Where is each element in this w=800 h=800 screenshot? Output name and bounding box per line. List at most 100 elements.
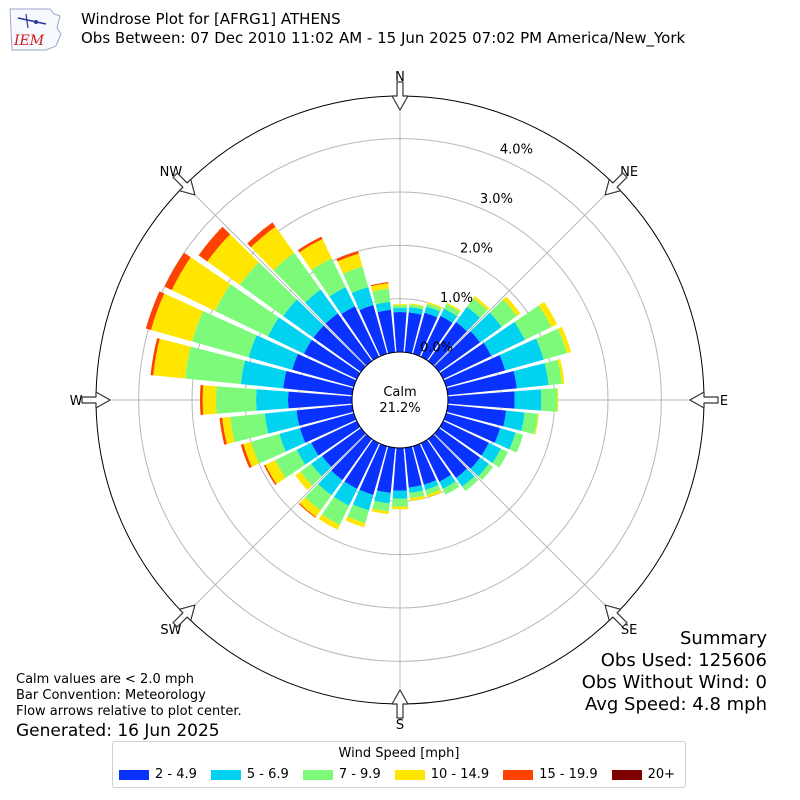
windrose-bar-segment <box>404 312 422 354</box>
windrose-bar-segment <box>557 359 565 384</box>
windrose-bar-segment <box>443 412 501 443</box>
windrose-bar-segment <box>408 485 424 493</box>
windrose-bar-segment <box>409 490 425 499</box>
windrose-bar-segment <box>439 474 456 489</box>
windrose-bar-segment <box>426 303 442 312</box>
svg-text:IEM: IEM <box>13 33 45 49</box>
windrose-bar-segment <box>318 470 343 496</box>
windrose-bar-segment <box>288 391 353 409</box>
generated-date: Generated: 16 Jun 2025 <box>16 721 220 741</box>
compass-label-w: W <box>70 394 83 409</box>
radial-tick-label: 1.0% <box>440 291 473 306</box>
calm-label: Calm <box>383 385 416 400</box>
windrose-bar-segment <box>446 302 462 312</box>
summary-obs-used: Obs Used: 125606 <box>600 650 767 671</box>
windrose-bar-segment <box>420 315 453 361</box>
windrose-bar-segment <box>434 428 481 469</box>
windrose-bar-segment <box>313 325 366 372</box>
radial-gridline <box>433 433 616 616</box>
ring-gridline <box>191 191 609 609</box>
windrose-bar-segment <box>521 412 538 435</box>
windrose-bar-segment <box>489 299 517 327</box>
windrose-bar-segment <box>426 489 442 498</box>
windrose-bar-segment <box>557 326 571 354</box>
windrose-bar-segment <box>443 303 461 317</box>
windrose-bar-segment <box>198 226 231 262</box>
legend-title: Wind Speed [mph] <box>338 746 460 761</box>
windrose-bar-segment <box>240 360 287 389</box>
legend-label: 10 - 14.9 <box>430 767 490 782</box>
windrose-bar-segment <box>443 355 506 388</box>
notes: Calm values are < 2.0 mph Bar Convention… <box>16 672 242 742</box>
windrose-bar-segment <box>428 434 468 478</box>
windrose-bar-segment <box>424 306 440 318</box>
windrose-bar-segment <box>371 508 389 515</box>
windrose-bar-segment <box>303 339 361 380</box>
legend: Wind Speed [mph] 2 - 4.9 5 - 6.9 7 - 9.9 10… <box>112 741 686 788</box>
flow-arrows-note: Flow arrows relative to plot center. <box>16 704 242 719</box>
windrose-bar-segment <box>214 284 279 337</box>
windrose-bar-segment <box>391 506 409 510</box>
windrose-bar-segment <box>222 416 235 445</box>
windrose-bar-segment <box>295 471 313 491</box>
windrose-bar-segment <box>473 296 490 311</box>
windrose-bar-segment <box>296 442 319 465</box>
windrose-bar-segment <box>412 443 437 485</box>
windrose-bar-segment <box>345 516 366 528</box>
windrose-bar-segment <box>470 457 489 477</box>
windrose-bar-segment <box>393 312 407 353</box>
windrose-bar-segment <box>408 307 424 315</box>
windrose-bar-segment <box>466 298 488 318</box>
windrose-bar-segment <box>273 252 321 303</box>
legend-item: 10 - 14.9 <box>394 767 490 782</box>
windrose-bar-segment <box>298 503 316 518</box>
legend-label: 20+ <box>647 767 676 782</box>
windrose-bar-segment <box>392 305 408 308</box>
windrose-bar-segment <box>255 389 289 411</box>
windrose-bar-segment <box>215 386 257 414</box>
windrose-bar-segment <box>192 311 257 358</box>
windrose-bar-segment <box>481 442 501 464</box>
windrose-bar-segment <box>342 266 369 294</box>
windrose-bar-segment <box>409 303 424 307</box>
windrose-bar-segment <box>456 306 481 332</box>
windrose-bar-segment <box>440 308 458 323</box>
windrose-bar-segment <box>305 483 332 511</box>
windrose-bar-segment <box>538 301 558 328</box>
flow-arrow-icon <box>604 172 628 196</box>
flow-arrow-icon <box>172 172 196 196</box>
windrose-bar-segment <box>264 410 300 434</box>
windrose-bar-segment <box>311 420 361 456</box>
windrose-bar-segment <box>494 428 516 450</box>
windrose-bar-segment <box>265 460 286 485</box>
windrose-bar-segment <box>341 306 380 361</box>
windrose-bar-segment <box>153 338 191 379</box>
radial-tick-label: 4.0% <box>500 143 533 158</box>
windrose-bar-segment <box>483 321 525 357</box>
legend-items: 2 - 4.9 5 - 6.9 7 - 9.9 10 - 14.9 15 - 19.9 2… <box>119 767 675 782</box>
flow-arrow-icon <box>81 391 111 409</box>
windrose-bar-segment <box>150 293 204 342</box>
windrose-bar-segment <box>392 490 408 499</box>
windrose-bar-segment <box>536 328 567 360</box>
windrose-bar-segment <box>164 252 191 291</box>
legend-item: 20+ <box>611 767 676 782</box>
windrose-bar-segment <box>247 222 276 248</box>
windrose-bar-segment <box>299 497 321 517</box>
radial-tick-label: 3.0% <box>480 192 513 207</box>
windrose-bar-segment <box>352 489 374 511</box>
windrose-bar-segment <box>321 496 350 525</box>
windrose-bar-segment <box>428 322 468 366</box>
windrose-bar-segment <box>248 335 298 370</box>
flow-arrow-icon <box>172 604 196 628</box>
windrose-bar-segment <box>325 313 372 366</box>
windrose-bar-segment <box>207 234 259 285</box>
windrose-bar-segment <box>305 289 338 324</box>
flow-arrow-icon <box>689 391 719 409</box>
summary-title: Summary <box>680 628 767 649</box>
legend-label: 5 - 6.9 <box>246 767 289 782</box>
windrose-bar-segment <box>371 283 389 292</box>
windrose-bar-segment <box>375 301 391 313</box>
legend-label: 7 - 9.9 <box>338 767 381 782</box>
